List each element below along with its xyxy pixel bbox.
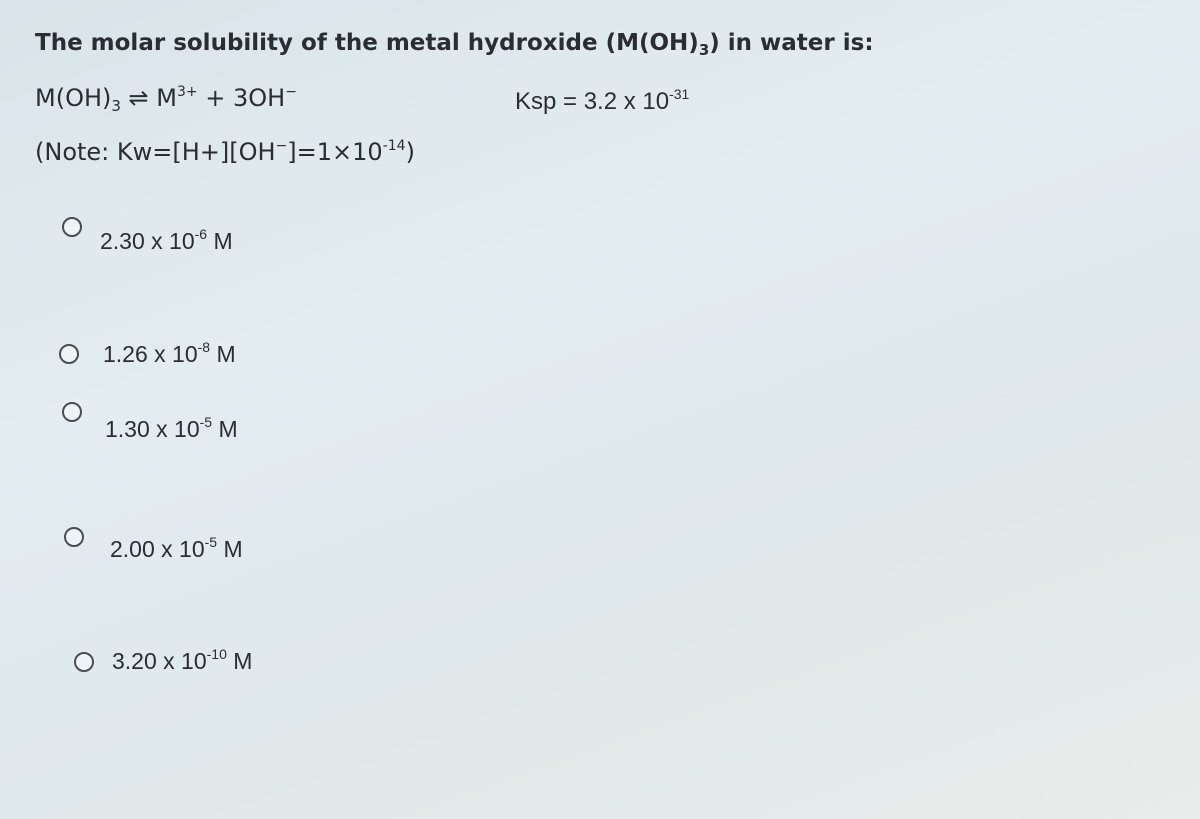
option-label[interactable]: 1.30 x 10-5 M [105,414,238,443]
radio-button[interactable] [64,527,84,547]
text: (Note: Kw=[H+][OH [35,138,276,166]
radio-button[interactable] [62,402,82,422]
text: M(OH) [35,84,112,112]
text: Ksp = 3.2 x 10 [515,88,670,115]
unit: M [233,648,253,674]
text: ]=1×10 [287,138,383,166]
note: (Note: Kw=[H+][OH−]=1×10-14) [35,138,415,166]
superscript: − [275,138,288,154]
superscript: − [285,84,297,100]
question: The molar solubility of the metal hydrox… [35,30,874,59]
exponent: -5 [204,534,218,550]
exponent: -8 [197,339,211,355]
unit: M [213,228,233,254]
exponent: -6 [194,226,208,242]
text: ) in water is: [709,30,874,56]
mantissa: 3.20 x 10 [112,648,207,674]
exponent: -10 [206,646,227,662]
text: + 3OH [197,84,286,112]
subscript: 3 [698,41,710,59]
mantissa: 1.26 x 10 [103,341,198,367]
option-label[interactable]: 3.20 x 10-10 M [112,646,252,675]
unit: M [216,341,236,367]
unit: M [218,416,238,442]
superscript: -14 [382,138,406,154]
option-label[interactable]: 2.00 x 10-5 M [110,534,243,563]
equation: M(OH)3 ⇌ M3+ + 3OH− [35,84,297,115]
radio-button[interactable] [62,217,82,237]
radio-button[interactable] [59,344,79,364]
subscript: 3 [111,97,121,115]
ksp: Ksp = 3.2 x 10-31 [515,86,689,116]
superscript: -31 [669,86,690,102]
mantissa: 2.00 x 10 [110,536,205,562]
text: ) [405,138,415,166]
option-label[interactable]: 2.30 x 10-6 M [100,226,233,255]
option-label[interactable]: 1.26 x 10-8 M [103,339,236,368]
radio-button[interactable] [74,652,94,672]
unit: M [223,536,243,562]
text: The molar solubility of the metal hydrox… [35,30,699,56]
mantissa: 2.30 x 10 [100,228,195,254]
text: ⇌ M [120,84,177,112]
mantissa: 1.30 x 10 [105,416,200,442]
superscript: 3+ [177,84,198,100]
exponent: -5 [199,414,213,430]
